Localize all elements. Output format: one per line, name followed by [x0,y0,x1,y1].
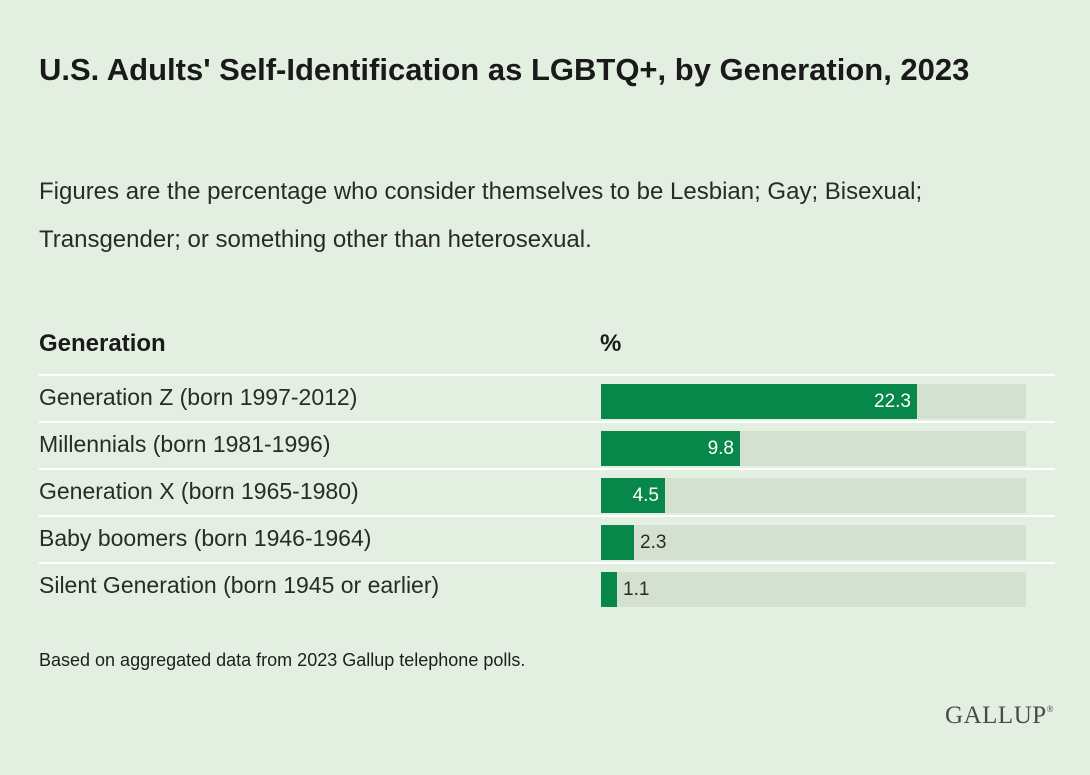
bar [601,572,617,607]
footnote: Based on aggregated data from 2023 Gallu… [39,650,526,670]
category-label: Silent Generation (born 1945 or earlier) [39,572,440,598]
category-label: Millennials (born 1981-1996) [39,431,331,457]
bar [601,478,665,513]
chart-title: U.S. Adults' Self-Identification as LGBT… [39,52,970,87]
bar-table: Generation Z (born 1997-2012) 22.3 Millenn… [39,374,1055,609]
category-label: Generation Z (born 1997-2012) [39,384,358,410]
table-row: Millennials (born 1981-1996) 9.8 [39,421,1055,468]
bar-track: 1.1 [601,572,1026,607]
data-label: 22.3 [874,391,911,412]
gallup-logo-text: GALLUP [945,702,1047,729]
bar [601,525,634,560]
bar-track: 9.8 [601,431,1026,466]
column-header-generation: Generation [39,330,166,357]
category-label: Generation X (born 1965-1980) [39,478,359,504]
gallup-logo: GALLUP® [945,702,1054,730]
table-row: Silent Generation (born 1945 or earlier)… [39,562,1055,609]
table-row: Generation X (born 1965-1980) 4.5 [39,468,1055,515]
table-row: Baby boomers (born 1946-1964) 2.3 [39,515,1055,562]
category-label: Baby boomers (born 1946-1964) [39,525,372,551]
data-label: 1.1 [623,579,650,600]
bar [601,431,740,466]
table-row: Generation Z (born 1997-2012) 22.3 [39,374,1055,421]
bar-track: 4.5 [601,478,1026,513]
registered-mark: ® [1046,704,1054,714]
data-label: 2.3 [640,532,667,553]
column-header-percent: % [600,330,622,357]
bar-track: 2.3 [601,525,1026,560]
data-label: 9.8 [707,438,734,459]
bar [601,384,917,419]
chart-subtitle: Figures are the percentage who consider … [39,178,923,253]
data-label: 4.5 [632,485,659,506]
bar-track: 22.3 [601,384,1026,419]
